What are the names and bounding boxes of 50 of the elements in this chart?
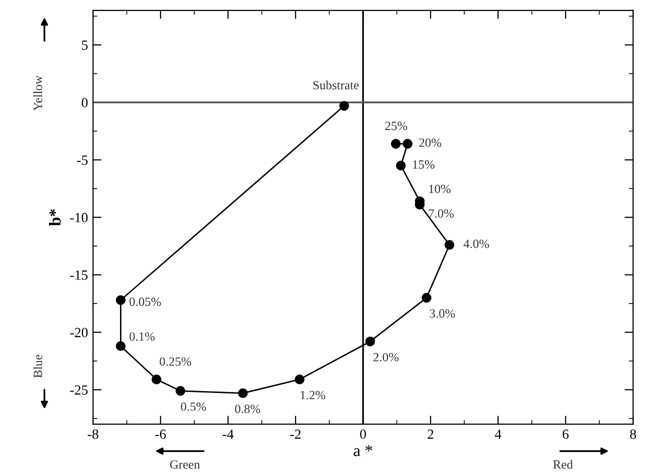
- y-tick-label: 0: [82, 98, 88, 108]
- point: [444, 240, 454, 250]
- x-tick-label: 8: [630, 429, 636, 439]
- point: [152, 374, 162, 384]
- annotation: 25%: [385, 122, 408, 130]
- x-tick-label: -6: [155, 430, 166, 439]
- annotation: 1.2%: [300, 390, 326, 400]
- annotation: 0.5%: [180, 402, 206, 411]
- x-tick-label: 6: [562, 430, 569, 439]
- annotation: 0.1%: [130, 332, 155, 341]
- point: [422, 292, 432, 303]
- annotation: 20%: [419, 138, 442, 147]
- point: [396, 160, 406, 170]
- point: [339, 100, 350, 111]
- text: Red: [553, 460, 573, 469]
- point: [294, 374, 304, 384]
- y-axis-title: b*: [48, 209, 61, 226]
- y-tick-label: -20: [70, 328, 88, 338]
- point: [176, 386, 186, 396]
- x-tick-label: 2: [428, 430, 434, 439]
- point: [402, 138, 412, 149]
- y-tick-label: -15: [70, 270, 88, 280]
- annotation: 0.25%: [160, 357, 192, 366]
- annotation: Substrate: [313, 80, 359, 90]
- x-tick-label: 0: [360, 429, 366, 439]
- x-axis-title: a *: [354, 445, 372, 456]
- x-tick-label: -2: [290, 430, 301, 439]
- annotation: 2.0%: [373, 352, 399, 362]
- y-tick-label: -10: [70, 212, 88, 222]
- x-tick-label: -8: [88, 429, 98, 439]
- point: [390, 138, 401, 149]
- text: Blue: [33, 354, 42, 378]
- point: [365, 336, 375, 346]
- point: [116, 295, 126, 305]
- text: Green: [170, 460, 200, 469]
- annotation: 15%: [413, 160, 434, 169]
- x-tick-label: 4: [494, 430, 502, 439]
- annotation: 0.8%: [235, 404, 260, 414]
- y-tick-label: -5: [77, 156, 88, 165]
- annotation: 3.0%: [430, 309, 455, 318]
- annotation: 10%: [429, 184, 451, 194]
- point: [238, 388, 248, 398]
- annotation: 7.0%: [428, 209, 454, 218]
- x-tick-label: -4: [222, 430, 234, 439]
- y-tick-label: 5: [82, 40, 88, 50]
- y-tick-label: -25: [70, 385, 88, 395]
- text: Yellow: [33, 75, 42, 111]
- point: [116, 341, 126, 351]
- annotation: 4.0%: [464, 240, 489, 248]
- annotation: 0.05%: [130, 298, 161, 306]
